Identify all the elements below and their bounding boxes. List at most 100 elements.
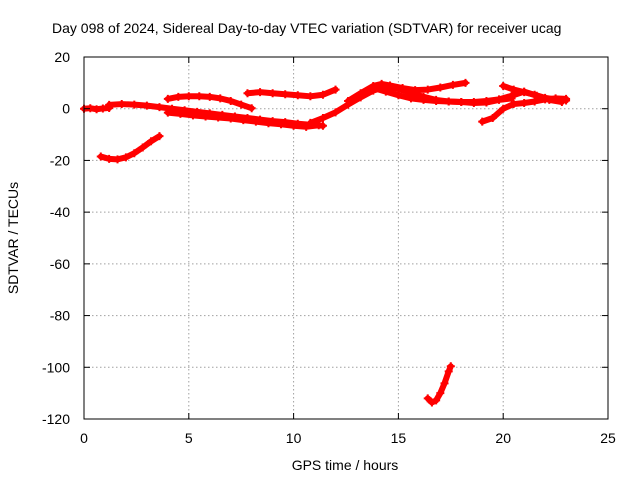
data-point [562,96,571,105]
data-point [163,94,172,103]
y-tick-label: 0 [62,101,70,117]
data-point [243,89,252,98]
series-arc-6 [243,85,340,101]
data-point [499,104,508,113]
data-point [381,87,390,96]
x-tick-label: 10 [286,430,302,446]
data-point [432,96,441,105]
data-point [444,97,453,106]
data-point [138,143,147,152]
data-point [237,100,246,109]
data-point [423,85,432,94]
data-point [113,155,122,164]
series-arc-8 [344,78,470,105]
x-tick-label: 5 [185,430,193,446]
data-point [256,88,265,97]
data-point [457,97,466,106]
data-point [356,89,365,98]
x-tick-label: 25 [600,430,616,446]
x-axis-label: GPS time / hours [292,457,399,473]
data-point [444,367,453,376]
data-point [147,137,156,146]
y-tick-label: -20 [50,152,70,168]
data-point [105,154,114,163]
data-point [306,118,315,127]
data-point [195,92,204,101]
series-arc-5 [163,92,256,113]
data-point [461,78,470,87]
data-point [205,92,214,101]
data-point [446,362,455,371]
plot-frame [83,56,609,420]
data-point [499,81,508,90]
data-point [188,111,197,120]
data-point [121,153,130,162]
data-point [268,89,277,98]
data-point [448,80,457,89]
data-point [130,100,139,109]
data-point [142,101,151,110]
data-point [469,97,478,106]
data-point [251,117,260,126]
series-arc-4 [163,108,323,131]
data-point [318,90,327,99]
data-point [482,96,491,105]
data-point [331,108,340,117]
y-tick-label: -60 [50,256,70,272]
data-point [507,91,516,100]
data-point [520,88,529,97]
data-point [478,117,487,126]
data-point [432,396,441,405]
data-point [201,112,210,121]
data-point [394,91,403,100]
data-point [117,100,126,109]
data-point [386,81,395,90]
data-point [306,92,315,101]
data-point [289,121,298,130]
data-point [551,95,560,104]
data-layer [80,78,571,407]
x-tick-label: 0 [80,430,88,446]
data-point [520,99,529,108]
data-point [216,94,225,103]
x-tick-label: 20 [495,430,511,446]
data-point [281,90,290,99]
data-point [331,85,340,94]
series-arc-12 [423,362,455,407]
data-point [264,119,273,128]
data-point [214,113,223,122]
data-point [277,120,286,129]
data-point [247,104,256,113]
data-point [176,109,185,118]
data-point [509,100,518,109]
tick-marks: -120 -100 -80 -60 -40 -20 0 20 0 5 10 15 20 25 [42,49,616,446]
data-point [530,90,539,99]
y-tick-label: -40 [50,204,70,220]
grid-lines [84,57,608,419]
data-point [427,398,436,407]
data-point [541,93,550,102]
data-point [130,149,139,158]
data-point [239,116,248,125]
data-point [488,114,497,123]
data-point [436,83,445,92]
data-point [293,91,302,100]
data-point [344,96,353,105]
data-point [530,97,539,106]
x-tick-label: 15 [391,430,407,446]
series-arc-11 [499,81,571,105]
data-point [509,85,518,94]
data-point [155,103,164,112]
data-point [174,92,183,101]
data-point [226,114,235,123]
data-point [411,86,420,95]
data-point [495,95,504,104]
data-point [440,379,449,388]
data-point [398,84,407,93]
data-point [377,79,386,88]
data-point [105,100,114,109]
data-point [423,394,432,403]
data-point [226,96,235,105]
y-tick-label: 20 [54,49,70,65]
